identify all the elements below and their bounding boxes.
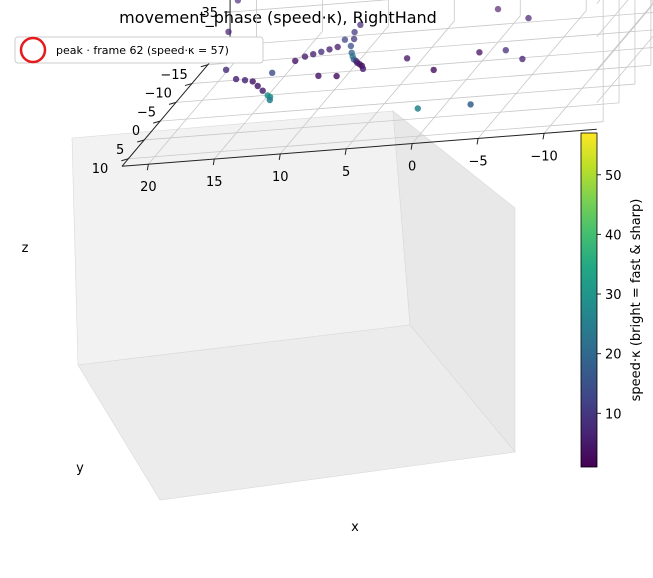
scatter-point bbox=[269, 69, 276, 77]
scatter-point bbox=[350, 35, 358, 43]
scatter-point bbox=[315, 72, 322, 80]
legend-box bbox=[14, 36, 264, 64]
scatter-point bbox=[414, 105, 421, 112]
scatter-point bbox=[467, 101, 474, 108]
grid-line-y bbox=[207, 29, 653, 66]
y-tick-mark bbox=[200, 64, 208, 68]
y-tick-label: −5 bbox=[137, 105, 156, 120]
x-tick-label: 0 bbox=[408, 160, 416, 175]
grid-line-z bbox=[230, 0, 390, 13]
x-tick-label: 5 bbox=[342, 165, 350, 180]
y-tick-mark bbox=[137, 139, 145, 143]
x-tick-mark bbox=[146, 164, 149, 171]
scatter-point bbox=[347, 42, 355, 50]
colorbar-tick-label: 20 bbox=[605, 348, 622, 363]
x-axis-line bbox=[121, 128, 597, 167]
y-tick-label: −10 bbox=[144, 87, 171, 102]
scatter-point bbox=[430, 66, 437, 74]
scatter-point bbox=[254, 82, 261, 90]
grid-line-z bbox=[596, 35, 653, 104]
legend-marker bbox=[19, 36, 47, 64]
scatter-point bbox=[249, 78, 256, 85]
x-tick-mark bbox=[542, 133, 545, 140]
x-tick-label: 10 bbox=[272, 170, 289, 185]
grid-line-y bbox=[128, 121, 604, 160]
scatter-point bbox=[326, 46, 333, 53]
scatter-point bbox=[525, 14, 532, 22]
x-tick-mark bbox=[212, 158, 215, 166]
scatter-point bbox=[292, 57, 299, 65]
floor-pane bbox=[77, 324, 516, 501]
colorbar-tick-label: 10 bbox=[605, 407, 622, 422]
x-tick-label: −5 bbox=[469, 154, 488, 169]
x-tick-label: −10 bbox=[530, 149, 557, 164]
grid-line-y bbox=[191, 47, 653, 84]
x-tick-label: 15 bbox=[206, 175, 223, 190]
grid-line-z bbox=[596, 2, 653, 71]
scatter-point bbox=[259, 87, 266, 94]
scatter-point bbox=[310, 51, 317, 58]
grid-line-z bbox=[596, 0, 629, 38]
x-tick-mark bbox=[278, 153, 281, 161]
colorbar-tick-label: 50 bbox=[605, 169, 622, 184]
colorbar-gradient bbox=[580, 132, 598, 468]
x-tick-mark bbox=[344, 148, 347, 155]
x-tick-mark bbox=[410, 143, 413, 150]
y-tick-label: 5 bbox=[116, 143, 124, 158]
legend: peak · frame 62 (speed·κ = 57) bbox=[14, 36, 264, 64]
scatter-point bbox=[225, 28, 232, 35]
y-tick-label: −15 bbox=[160, 68, 187, 83]
y-tick-mark bbox=[168, 101, 177, 105]
scatter-point bbox=[351, 28, 358, 36]
scatter-point bbox=[234, 0, 242, 4]
z-tick-label: 35 bbox=[202, 6, 219, 21]
scatter-point bbox=[222, 66, 230, 74]
x-axis-label: x bbox=[351, 520, 359, 535]
scatter-point bbox=[357, 21, 364, 28]
scatter-point bbox=[359, 65, 367, 73]
y-tick-mark bbox=[121, 158, 129, 162]
grid-line-y bbox=[144, 102, 620, 141]
scatter-point bbox=[341, 36, 349, 43]
chart-title: movement_phase (speed·κ), RightHand bbox=[119, 8, 437, 28]
legend-label: peak · frame 62 (speed·κ = 57) bbox=[56, 44, 229, 57]
scatter-point bbox=[476, 49, 483, 56]
scatter-point bbox=[318, 48, 325, 55]
x-tick-mark bbox=[476, 138, 479, 145]
scatter-point bbox=[494, 5, 502, 13]
scatter-point bbox=[241, 77, 249, 84]
x-tick-label: 20 bbox=[140, 180, 157, 195]
colorbar-tick-label: 40 bbox=[605, 228, 622, 243]
y-tick-mark bbox=[184, 83, 193, 87]
scatter-point bbox=[334, 43, 341, 51]
grid-line-y bbox=[160, 83, 635, 122]
scatter-point bbox=[519, 55, 526, 63]
scatter-point bbox=[232, 75, 240, 83]
scatter-point bbox=[333, 72, 340, 80]
scatter-point bbox=[266, 96, 273, 104]
z-axis-label: z bbox=[22, 241, 29, 256]
grid-line-y bbox=[175, 64, 651, 103]
y-tick-mark bbox=[152, 120, 161, 124]
scatter-point bbox=[502, 47, 509, 54]
y-tick-label: 10 bbox=[92, 162, 109, 177]
y-tick-label: 0 bbox=[132, 124, 140, 139]
colorbar-label: speed·κ (bright = fast & sharp) bbox=[629, 199, 644, 402]
colorbar-tick-label: 30 bbox=[605, 288, 622, 303]
grid-lines bbox=[128, 0, 653, 165]
y-axis-label: y bbox=[76, 461, 84, 476]
axes-panes bbox=[71, 110, 516, 501]
colorbar-ticks: 10 20 30 40 50 bbox=[597, 169, 622, 422]
scatter-point bbox=[403, 55, 411, 62]
colorbar: 10 20 30 40 50 speed·κ (bright = fast & shar… bbox=[580, 132, 644, 468]
scatter-point bbox=[301, 53, 309, 60]
